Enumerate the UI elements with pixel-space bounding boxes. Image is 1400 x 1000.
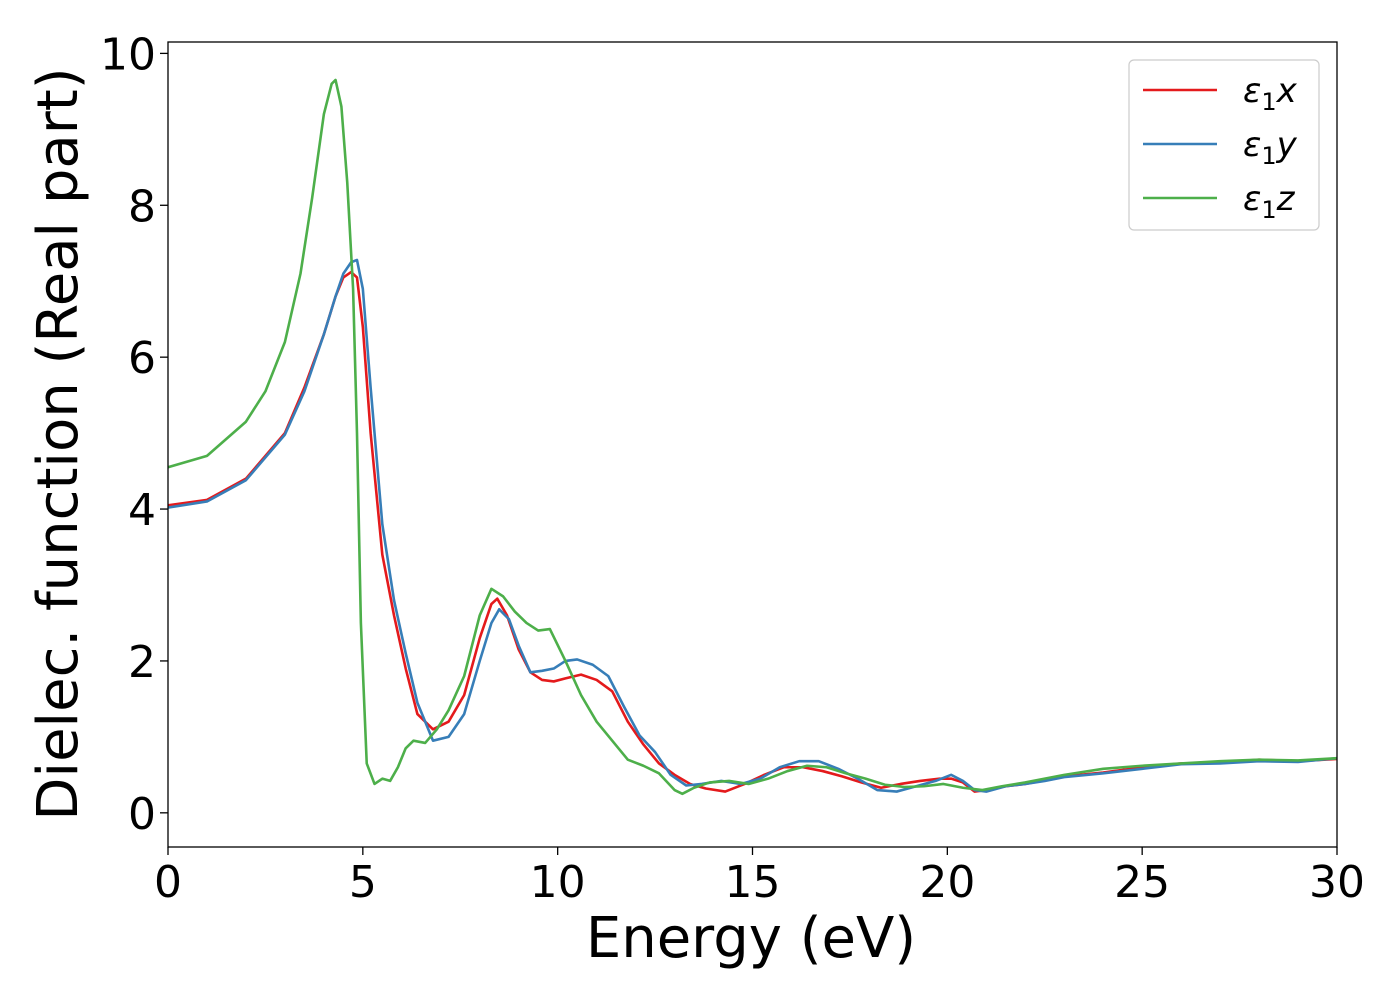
- y-tick-label: 4: [128, 485, 156, 536]
- y-tick-label: 2: [128, 637, 156, 688]
- y-axis-label: Dielec. function (Real part): [26, 67, 91, 820]
- x-tick-label: 20: [919, 857, 975, 908]
- series-line-z: [168, 78, 1337, 796]
- x-tick-label: 0: [154, 857, 182, 908]
- y-tick-label: 10: [100, 29, 156, 80]
- legend-label-y: ε1y: [1243, 125, 1298, 170]
- x-tick-label: 15: [725, 857, 781, 908]
- x-axis-label: Energy (eV): [586, 906, 916, 971]
- y-tick-label: 8: [128, 181, 156, 232]
- axes: 0 5 10 15 20 25 30 0 2 4 6 8 10: [100, 29, 1365, 908]
- legend-label-z: ε1z: [1243, 179, 1296, 224]
- plot-area: [168, 78, 1337, 796]
- legend: ε1x ε1y ε1z: [1128, 59, 1320, 231]
- legend-box: [1128, 59, 1320, 231]
- series-line-y: [168, 258, 1337, 793]
- x-tick-label: 30: [1309, 857, 1365, 908]
- x-tick-label: 10: [530, 857, 586, 908]
- y-tick-label: 6: [128, 333, 156, 384]
- y-tick-label: 0: [128, 789, 156, 840]
- x-tick-label: 5: [349, 857, 377, 908]
- series-line-x: [168, 270, 1337, 793]
- x-tick-label: 25: [1114, 857, 1170, 908]
- legend-label-x: ε1x: [1243, 71, 1298, 116]
